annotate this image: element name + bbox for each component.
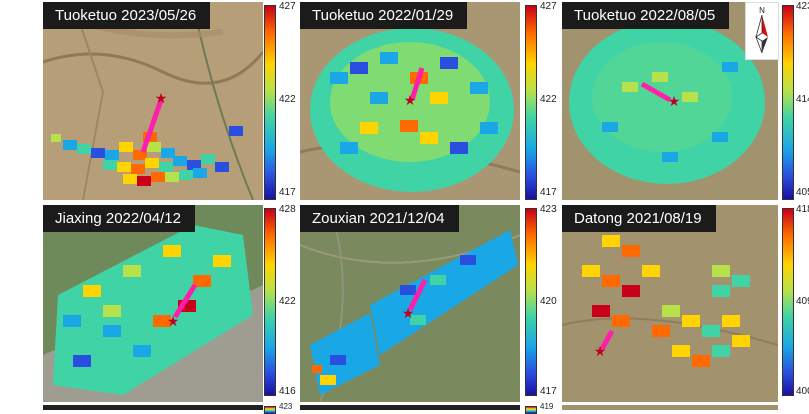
colorbar-tick-max: 418: [796, 204, 809, 215]
xco2-plume-cells: [53, 225, 253, 395]
panel-title: Tuoketuo 2023/05/26: [43, 2, 211, 29]
source-star: ★: [402, 305, 415, 321]
map-panel-partial: [43, 405, 263, 410]
panel-title: Tuoketuo 2022/08/05: [562, 2, 730, 29]
colorbar-tick-mid: 409: [796, 296, 809, 307]
source-star: ★: [594, 343, 607, 359]
satellite-basemap: ★: [43, 205, 263, 402]
colorbar-tick-partial: 419: [540, 402, 554, 411]
colorbar-tick-max: 427: [279, 1, 296, 12]
colorbar-tick-max: 423: [796, 1, 809, 12]
panel-title: Jiaxing 2022/04/12: [43, 205, 195, 232]
xco2-plume-cells: [310, 230, 518, 395]
wind-arrow: [407, 278, 428, 312]
wind-arrow: [140, 99, 164, 153]
colorbar: [525, 5, 537, 200]
wind-arrow: [640, 81, 672, 103]
panel-title: Zouxian 2021/12/04: [300, 205, 459, 232]
colorbar-tick-mid: 422: [540, 94, 557, 105]
north-arrow-icon: N: [745, 2, 779, 60]
xco2-plume-cells: [310, 28, 514, 192]
colorbar-tick-min: 400: [796, 386, 809, 397]
source-star: ★: [668, 93, 681, 109]
colorbar-tick-min: 417: [279, 187, 296, 198]
colorbar-tick-min: 416: [279, 386, 296, 397]
satellite-basemap: ★: [562, 205, 778, 402]
satellite-basemap: ★: [562, 2, 778, 200]
colorbar: [525, 208, 537, 396]
wind-arrow: [409, 67, 425, 101]
map-panel-tuoketuo-2022-01-29: ★ Tuoketuo 2022/01/29: [300, 2, 520, 200]
colorbar: [782, 208, 794, 396]
colorbar-tick-mid: 420: [540, 296, 557, 307]
satellite-basemap: ★: [43, 2, 263, 200]
colorbar-tick-min: 417: [540, 386, 557, 397]
wind-arrow: [172, 283, 198, 319]
source-star: ★: [167, 313, 180, 329]
colorbar-tick-max: 428: [279, 204, 296, 215]
source-star: ★: [404, 92, 417, 108]
map-panel-zouxian-2021-12-04: ★ Zouxian 2021/12/04: [300, 205, 520, 402]
colorbar-tick-mid: 422: [279, 296, 296, 307]
map-panel-partial: [562, 405, 778, 410]
panel-title: Datong 2021/08/19: [562, 205, 716, 232]
wind-arrow: [599, 329, 615, 351]
colorbar: [782, 5, 794, 200]
map-panel-datong-2021-08-19: ★ Datong 2021/08/19: [562, 205, 778, 402]
colorbar-tick-min: 417: [540, 187, 557, 198]
xco2-plume-cells: [51, 126, 243, 186]
source-star: ★: [155, 90, 168, 106]
colorbar-tick-min: 405: [796, 187, 809, 198]
colorbar: [264, 5, 276, 200]
map-panel-tuoketuo-2023-05-26: ★ Tuoketuo 2023/05/26: [43, 2, 263, 200]
colorbar-tick-max: 423: [540, 204, 557, 215]
colorbar: [525, 406, 537, 414]
satellite-basemap: ★: [300, 205, 520, 402]
panel-title: Tuoketuo 2022/01/29: [300, 2, 468, 29]
colorbar-tick-mid: 422: [279, 94, 296, 105]
colorbar: [264, 208, 276, 396]
colorbar-tick-max: 427: [540, 1, 557, 12]
map-panel-jiaxing-2022-04-12: ★ Jiaxing 2022/04/12: [43, 205, 263, 402]
map-panel-partial: [300, 405, 520, 410]
satellite-basemap: ★: [300, 2, 520, 200]
colorbar: [264, 406, 276, 414]
xco2-plume-cells: [582, 235, 750, 367]
colorbar-tick-partial: 423: [279, 402, 293, 411]
colorbar-tick-mid: 414: [796, 94, 809, 105]
map-panel-tuoketuo-2022-08-05: ★ Tuoketuo 2022/08/05: [562, 2, 778, 200]
svg-text:N: N: [759, 6, 765, 15]
